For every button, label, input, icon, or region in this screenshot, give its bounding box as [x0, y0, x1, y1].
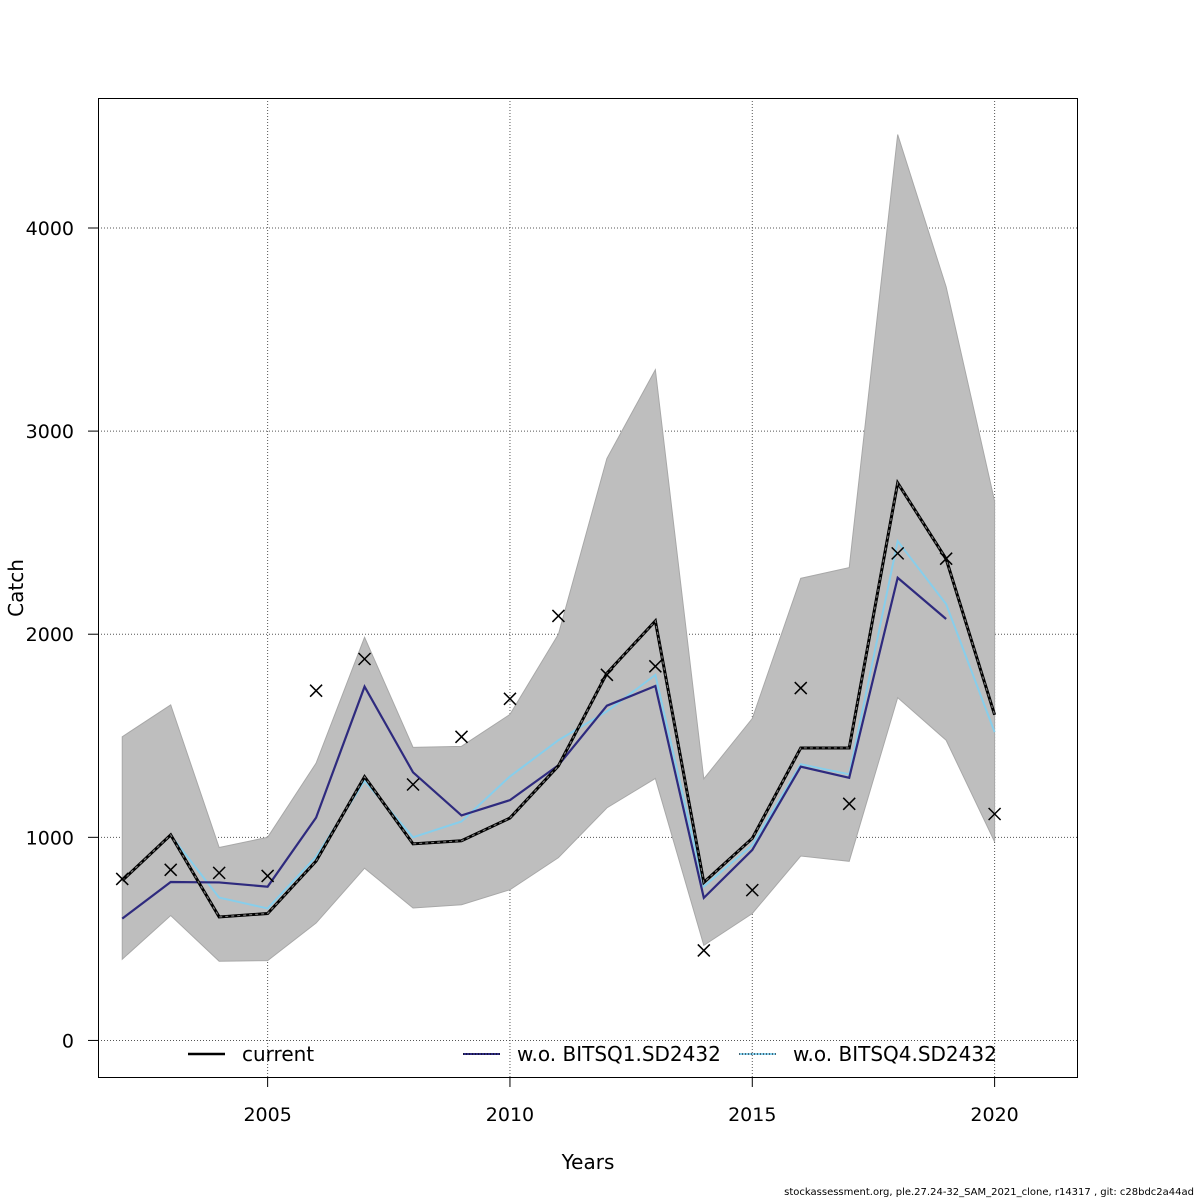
observation-point-2018	[891, 546, 905, 560]
x-axis: 2005 2010 2015 2020	[243, 1077, 1019, 1126]
footer-note: stockassessment.org, ple.27.24-32_SAM_20…	[784, 1187, 1194, 1198]
legend-item-current: current	[188, 1042, 314, 1066]
observation-point-2015	[745, 883, 759, 897]
y-tick-label-0: 0	[62, 1030, 74, 1052]
legend-item-bitsq4: w.o. BITSQ4.SD2432	[739, 1042, 997, 1066]
x-tick-label-2010: 2010	[486, 1104, 534, 1126]
observation-point-2017	[842, 797, 856, 811]
x-tick-label-2015: 2015	[728, 1104, 776, 1126]
legend-item-bitsq1: w.o. BITSQ1.SD2432	[463, 1042, 721, 1066]
series-lines	[121, 478, 997, 920]
observation-point-2009	[454, 730, 469, 744]
y-tick-label-4000: 4000	[26, 218, 74, 240]
observation-markers	[115, 546, 1002, 957]
observation-point-2011	[551, 609, 565, 623]
observation-point-2012	[600, 668, 614, 682]
y-tick-label-2000: 2000	[26, 624, 74, 646]
plot-frame	[98, 98, 1078, 1078]
legend-item-bitsq4-label: w.o. BITSQ4.SD2432	[793, 1042, 997, 1066]
observation-point-2016	[794, 681, 808, 695]
x-tick-label-2020: 2020	[970, 1104, 1018, 1126]
legend: current w.o. BITSQ1.SD2432 w.o. BITSQ4.SD2…	[188, 1042, 997, 1066]
observation-point-2003	[164, 863, 178, 877]
y-axis: 0 1000 2000 3000 4000	[26, 218, 98, 1052]
observation-point-2004	[212, 866, 226, 880]
observation-point-2008	[406, 777, 420, 792]
observation-point-2006	[309, 684, 323, 698]
observation-point-2005	[261, 869, 275, 883]
series-line-bitsq1	[121, 575, 947, 920]
observation-point-2019	[939, 552, 953, 566]
y-tick-label-1000: 1000	[26, 827, 74, 849]
observation-point-2020	[988, 807, 1002, 821]
observation-point-2007	[358, 652, 372, 666]
observation-point-2013	[648, 659, 662, 673]
legend-item-bitsq1-label: w.o. BITSQ1.SD2432	[517, 1042, 721, 1066]
observation-point-2014	[697, 943, 711, 957]
y-axis-title: Catch	[4, 559, 28, 617]
observation-point-2010	[503, 692, 517, 706]
x-axis-title: Years	[561, 1150, 615, 1174]
series-line-current-overlay	[121, 481, 996, 918]
observation-point-2002	[115, 872, 129, 886]
x-tick-label-2005: 2005	[243, 1104, 291, 1126]
legend-item-current-label: current	[242, 1042, 314, 1066]
y-tick-label-3000: 3000	[26, 421, 74, 443]
